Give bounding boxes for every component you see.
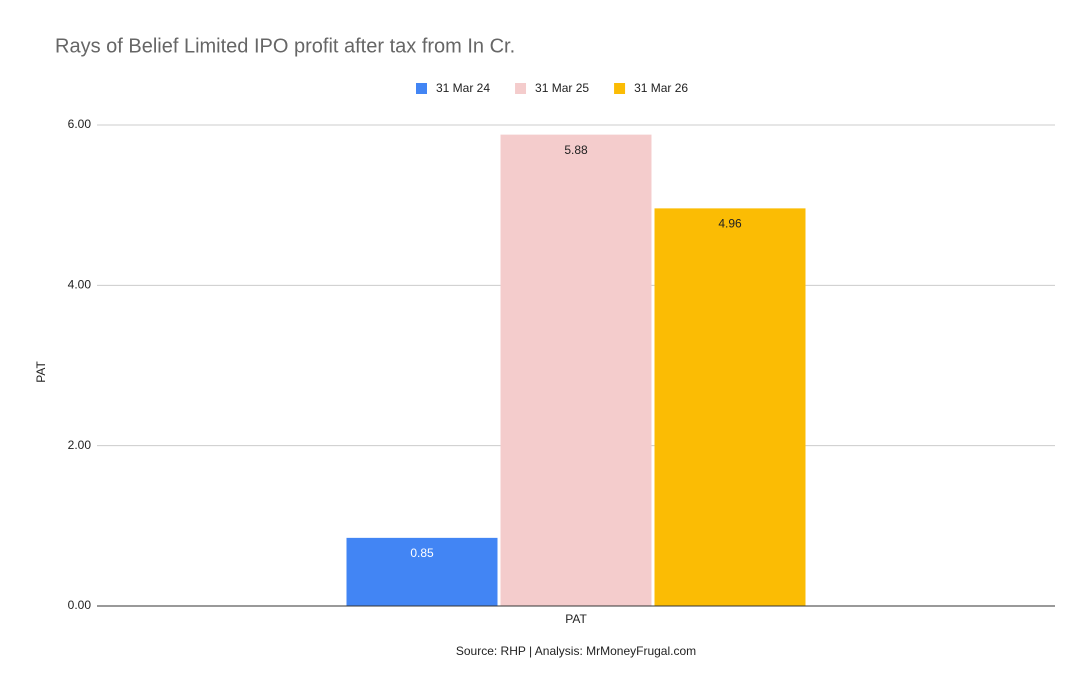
- y-tick-label: 4.00: [68, 278, 92, 292]
- data-label: 4.96: [718, 217, 742, 231]
- source-note: Source: RHP | Analysis: MrMoneyFrugal.co…: [456, 644, 696, 658]
- bar: [500, 134, 652, 606]
- y-axis-label: PAT: [34, 361, 48, 383]
- bar: [654, 208, 806, 606]
- y-tick-label: 0.00: [68, 598, 92, 612]
- chart-title: Rays of Belief Limited IPO profit after …: [55, 35, 515, 57]
- data-label: 5.88: [564, 143, 588, 157]
- legend-label: 31 Mar 26: [634, 81, 688, 95]
- legend-swatch: [416, 83, 427, 94]
- y-tick-label: 6.00: [68, 117, 92, 131]
- data-label: 0.85: [410, 546, 434, 560]
- x-tick-label: PAT: [565, 612, 587, 626]
- bar: [346, 537, 498, 606]
- legend-swatch: [515, 83, 527, 94]
- legend-label: 31 Mar 25: [535, 81, 589, 95]
- y-tick-label: 2.00: [68, 438, 92, 452]
- legend-label: 31 Mar 24: [436, 81, 490, 95]
- legend-swatch: [614, 83, 626, 94]
